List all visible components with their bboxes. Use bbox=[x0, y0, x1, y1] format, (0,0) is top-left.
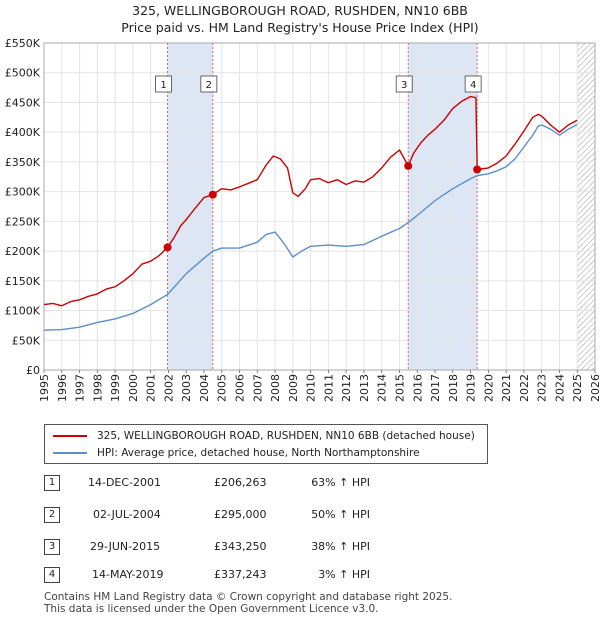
sale-price: £206,263 bbox=[214, 476, 267, 489]
chart-legend: 325, WELLINGBOROUGH ROAD, RUSHDEN, NN10 … bbox=[44, 424, 488, 464]
plot-frame bbox=[43, 42, 596, 371]
x-tick-label: 1995 bbox=[38, 374, 51, 402]
x-tick-label: 2016 bbox=[411, 374, 424, 402]
x-tick-label: 1997 bbox=[74, 374, 87, 402]
x-tick-label: 2011 bbox=[322, 374, 335, 402]
legend-item-hpi: HPI: Average price, detached house, Nort… bbox=[53, 445, 420, 461]
x-tick-label: 2017 bbox=[429, 374, 442, 402]
x-tick-label: 2026 bbox=[589, 374, 600, 402]
sale-number-box bbox=[200, 75, 218, 93]
legend-swatch-hpi bbox=[53, 452, 87, 454]
x-tick-label: 2005 bbox=[216, 374, 229, 402]
x-tick-label: 2007 bbox=[251, 374, 264, 402]
sale-badge: 3 bbox=[44, 539, 60, 555]
price-chart: £0 £50K £100K £150K £200K £250K £300K £350K £400… bbox=[5, 37, 600, 402]
sale-date: 29-JUN-2015 bbox=[90, 540, 161, 553]
x-tick-label: 2024 bbox=[553, 374, 566, 402]
sale-date: 02-JUL-2004 bbox=[93, 508, 161, 521]
x-tick-label: 2019 bbox=[465, 374, 478, 402]
x-tick-label: 2014 bbox=[376, 374, 389, 402]
y-tick-label: £400K bbox=[5, 126, 41, 139]
x-tick-label: 2025 bbox=[571, 374, 584, 402]
sale-hpi-change: 38% ↑ HPI bbox=[311, 540, 370, 553]
sale-number-label: 1 bbox=[160, 80, 166, 91]
x-tick-label: 2009 bbox=[287, 374, 300, 402]
x-tick-label: 2006 bbox=[234, 374, 247, 402]
y-tick-label: £0 bbox=[26, 364, 40, 377]
sale-number-box bbox=[155, 75, 172, 93]
x-tick-label: 1998 bbox=[91, 374, 104, 402]
sale-point bbox=[208, 190, 217, 199]
sale-hpi-change: 50% ↑ HPI bbox=[311, 508, 370, 521]
sale-price: £337,243 bbox=[214, 568, 267, 581]
footer-copyright: Contains HM Land Registry data © Crown c… bbox=[44, 591, 453, 603]
y-tick-label: £300K bbox=[5, 186, 41, 199]
y-tick-label: £450K bbox=[5, 96, 41, 109]
property-price-line bbox=[43, 95, 578, 307]
sale-badge: 2 bbox=[44, 507, 60, 523]
x-tick-label: 2021 bbox=[500, 374, 513, 402]
legend-label-hpi: HPI: Average price, detached house, Nort… bbox=[97, 447, 420, 459]
sale-hpi-change: 63% ↑ HPI bbox=[311, 476, 370, 489]
x-tick-label: 2010 bbox=[305, 374, 318, 402]
x-tick-label: 2008 bbox=[269, 374, 282, 402]
chart-title: 325, WELLINGBOROUGH ROAD, RUSHDEN, NN10 … bbox=[132, 3, 468, 18]
sale-price: £295,000 bbox=[214, 508, 267, 521]
x-tick-label: 2003 bbox=[180, 374, 193, 402]
sale-number-label: 2 bbox=[206, 80, 212, 91]
sale-number-label: 4 bbox=[470, 80, 476, 91]
x-tick-label: 2001 bbox=[145, 374, 158, 402]
x-tick-label: 2022 bbox=[518, 374, 531, 402]
footer-licence: This data is licensed under the Open Gov… bbox=[44, 603, 379, 615]
y-tick-label: £100K bbox=[5, 305, 41, 318]
x-tick-label: 2020 bbox=[482, 374, 495, 402]
y-tick-label: £500K bbox=[5, 67, 41, 80]
x-tick-label: 2004 bbox=[198, 374, 211, 402]
y-tick-label: £150K bbox=[5, 275, 41, 288]
sale-period-band bbox=[408, 43, 478, 370]
y-tick-label: £50K bbox=[12, 334, 41, 347]
sale-date: 14-MAY-2019 bbox=[92, 568, 164, 581]
legend-swatch-property bbox=[53, 435, 87, 437]
sale-point bbox=[163, 243, 172, 252]
forecast-hatch bbox=[577, 43, 595, 370]
x-tick-label: 2023 bbox=[536, 374, 549, 402]
x-tick-label: 2013 bbox=[358, 374, 371, 402]
sale-badge: 1 bbox=[44, 475, 60, 491]
sale-badge: 4 bbox=[44, 567, 60, 583]
sale-period-band bbox=[167, 43, 213, 370]
x-tick-label: 2002 bbox=[162, 374, 175, 402]
chart-subtitle: Price paid vs. HM Land Registry's House … bbox=[121, 20, 479, 35]
sale-hpi-change: 3% ↑ HPI bbox=[318, 568, 370, 581]
hpi-line bbox=[43, 123, 578, 331]
sale-number-label: 3 bbox=[401, 80, 407, 91]
sale-point bbox=[404, 161, 413, 170]
sale-number-box bbox=[395, 75, 413, 93]
y-tick-label: £550K bbox=[5, 37, 41, 50]
y-tick-label: £200K bbox=[5, 245, 41, 258]
y-tick-label: £350K bbox=[5, 156, 41, 169]
x-tick-label: 2015 bbox=[393, 374, 406, 402]
x-tick-label: 2012 bbox=[340, 374, 353, 402]
sale-number-box bbox=[464, 75, 482, 93]
y-tick-label: £250K bbox=[5, 215, 41, 228]
x-tick-label: 1996 bbox=[56, 374, 69, 402]
legend-label-property: 325, WELLINGBOROUGH ROAD, RUSHDEN, NN10 … bbox=[97, 430, 475, 442]
x-tick-label: 1999 bbox=[109, 374, 122, 402]
x-tick-label: 2000 bbox=[127, 374, 140, 402]
sale-date: 14-DEC-2001 bbox=[88, 476, 162, 489]
x-tick-label: 2018 bbox=[447, 374, 460, 402]
sale-price: £343,250 bbox=[214, 540, 267, 553]
legend-item-property: 325, WELLINGBOROUGH ROAD, RUSHDEN, NN10 … bbox=[53, 428, 475, 444]
sale-point bbox=[473, 165, 482, 174]
